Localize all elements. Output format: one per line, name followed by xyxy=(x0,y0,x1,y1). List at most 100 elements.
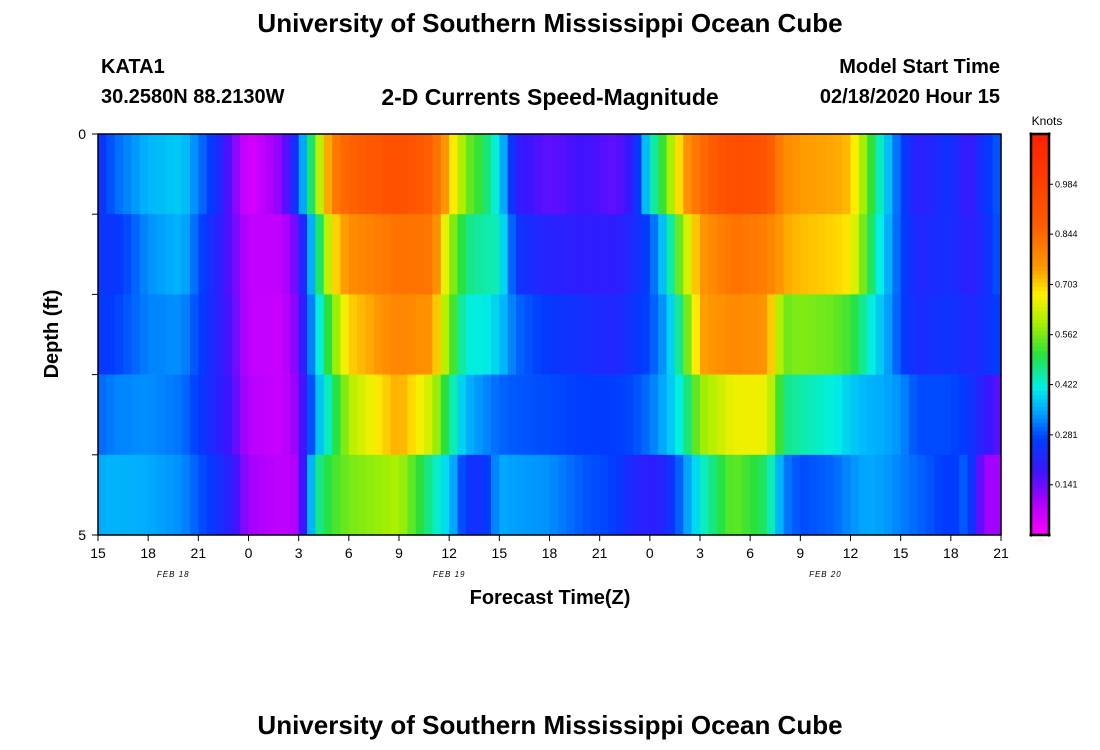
heatmap-cell xyxy=(883,214,893,295)
heatmap-cell xyxy=(524,214,534,295)
heatmap-cell xyxy=(775,134,785,215)
colorbar-band xyxy=(1031,302,1049,307)
heatmap-cell xyxy=(365,134,375,215)
heatmap-cell xyxy=(616,294,626,375)
heatmap-cell xyxy=(691,294,701,375)
heatmap-cell xyxy=(883,374,893,456)
heatmap-cell xyxy=(758,214,768,295)
colorbar-band xyxy=(1031,202,1049,207)
heatmap-cell xyxy=(474,374,484,456)
heatmap-cell xyxy=(909,294,918,375)
heatmap-cell xyxy=(909,134,918,215)
heatmap-cell xyxy=(307,214,316,295)
heatmap-cell xyxy=(725,134,735,215)
heatmap-cell xyxy=(766,454,776,536)
colorbar-band xyxy=(1031,518,1049,524)
colorbar-band xyxy=(1031,398,1049,404)
heatmap-cell xyxy=(231,374,241,456)
heatmap-cell xyxy=(290,454,300,536)
colorbar-band xyxy=(1031,346,1049,351)
heatmap-cell xyxy=(482,214,492,295)
heatmap-cell xyxy=(649,374,659,456)
heatmap-cell xyxy=(549,294,559,375)
colorbar-band xyxy=(1031,342,1049,347)
heatmap-cell xyxy=(323,294,333,375)
heatmap-cell xyxy=(783,134,793,215)
heatmap-cell xyxy=(775,214,785,295)
colorbar-band xyxy=(1031,358,1049,363)
heatmap-cell xyxy=(215,294,225,375)
heatmap-cell xyxy=(608,374,617,456)
heatmap-cell xyxy=(708,454,718,536)
heatmap-cell xyxy=(148,454,158,536)
heatmap-cell xyxy=(340,214,350,295)
heatmap-cell xyxy=(925,134,935,215)
colorbar-band xyxy=(1031,426,1049,432)
heatmap-cell xyxy=(240,454,250,536)
heatmap-cell xyxy=(206,214,216,295)
colorbar-band xyxy=(1031,454,1049,460)
x-tick-label: 6 xyxy=(345,545,353,561)
heatmap-cell xyxy=(825,454,835,536)
heatmap-cell xyxy=(499,374,509,456)
heatmap-cell xyxy=(817,454,827,536)
heatmap-cell xyxy=(131,454,141,536)
x-tick-label: 3 xyxy=(696,545,704,561)
heatmap-cell xyxy=(457,294,467,375)
heatmap-cell xyxy=(365,374,375,456)
heatmap-cell xyxy=(574,294,584,375)
heatmap-cell xyxy=(373,454,383,536)
heatmap-cell xyxy=(917,214,927,295)
heatmap-cell xyxy=(198,374,208,456)
heatmap-cell xyxy=(399,454,408,536)
heatmap-cell xyxy=(666,374,676,456)
heatmap-cell xyxy=(449,454,459,536)
heatmap-cell xyxy=(215,214,225,295)
colorbar-band xyxy=(1031,458,1049,464)
heatmap-cell xyxy=(181,374,191,456)
heatmap-cell xyxy=(223,214,233,295)
heatmap-cell xyxy=(465,374,475,456)
colorbar-band xyxy=(1031,434,1049,440)
heatmap-cell xyxy=(858,134,868,215)
heatmap-cell xyxy=(206,454,216,536)
heatmap-cell xyxy=(541,214,551,295)
heatmap-cell xyxy=(950,214,960,295)
heatmap-cell xyxy=(942,134,952,215)
heatmap-cell xyxy=(156,214,166,295)
colorbar-band xyxy=(1031,150,1049,155)
heatmap-cell xyxy=(791,454,801,536)
heatmap-cell xyxy=(399,374,408,456)
heatmap-cell xyxy=(407,374,417,456)
heatmap-cell xyxy=(691,374,701,456)
heatmap-cell xyxy=(432,214,442,295)
colorbar-band xyxy=(1031,298,1049,303)
heatmap-cell xyxy=(449,214,459,295)
heatmap-cell xyxy=(808,374,818,456)
heatmap-cell xyxy=(549,134,559,215)
colorbar-band xyxy=(1031,174,1049,179)
heatmap-cell xyxy=(390,134,400,215)
colorbar-band xyxy=(1031,382,1049,388)
heatmap-cell xyxy=(842,214,852,295)
heatmap-cell xyxy=(641,214,651,295)
heatmap-cell xyxy=(658,214,668,295)
heatmap-cell xyxy=(298,294,308,375)
heatmap-cell xyxy=(633,374,643,456)
x-tick-label: 12 xyxy=(843,545,859,561)
heatmap-cell xyxy=(975,294,985,375)
colorbar-band xyxy=(1031,422,1049,428)
heatmap-cell xyxy=(424,374,434,456)
heatmap-cell xyxy=(833,294,843,375)
heatmap-cell xyxy=(557,454,567,536)
heatmap-cell xyxy=(131,134,141,215)
heatmap-cell xyxy=(332,294,342,375)
colorbar-band xyxy=(1031,198,1049,203)
heatmap-cell xyxy=(900,294,910,375)
colorbar-band xyxy=(1031,510,1049,516)
heatmap-cell xyxy=(457,454,467,536)
heatmap-cell xyxy=(281,214,291,295)
heatmap-cell xyxy=(608,454,617,536)
heatmap-cell xyxy=(449,374,459,456)
heatmap-cell xyxy=(892,134,902,215)
